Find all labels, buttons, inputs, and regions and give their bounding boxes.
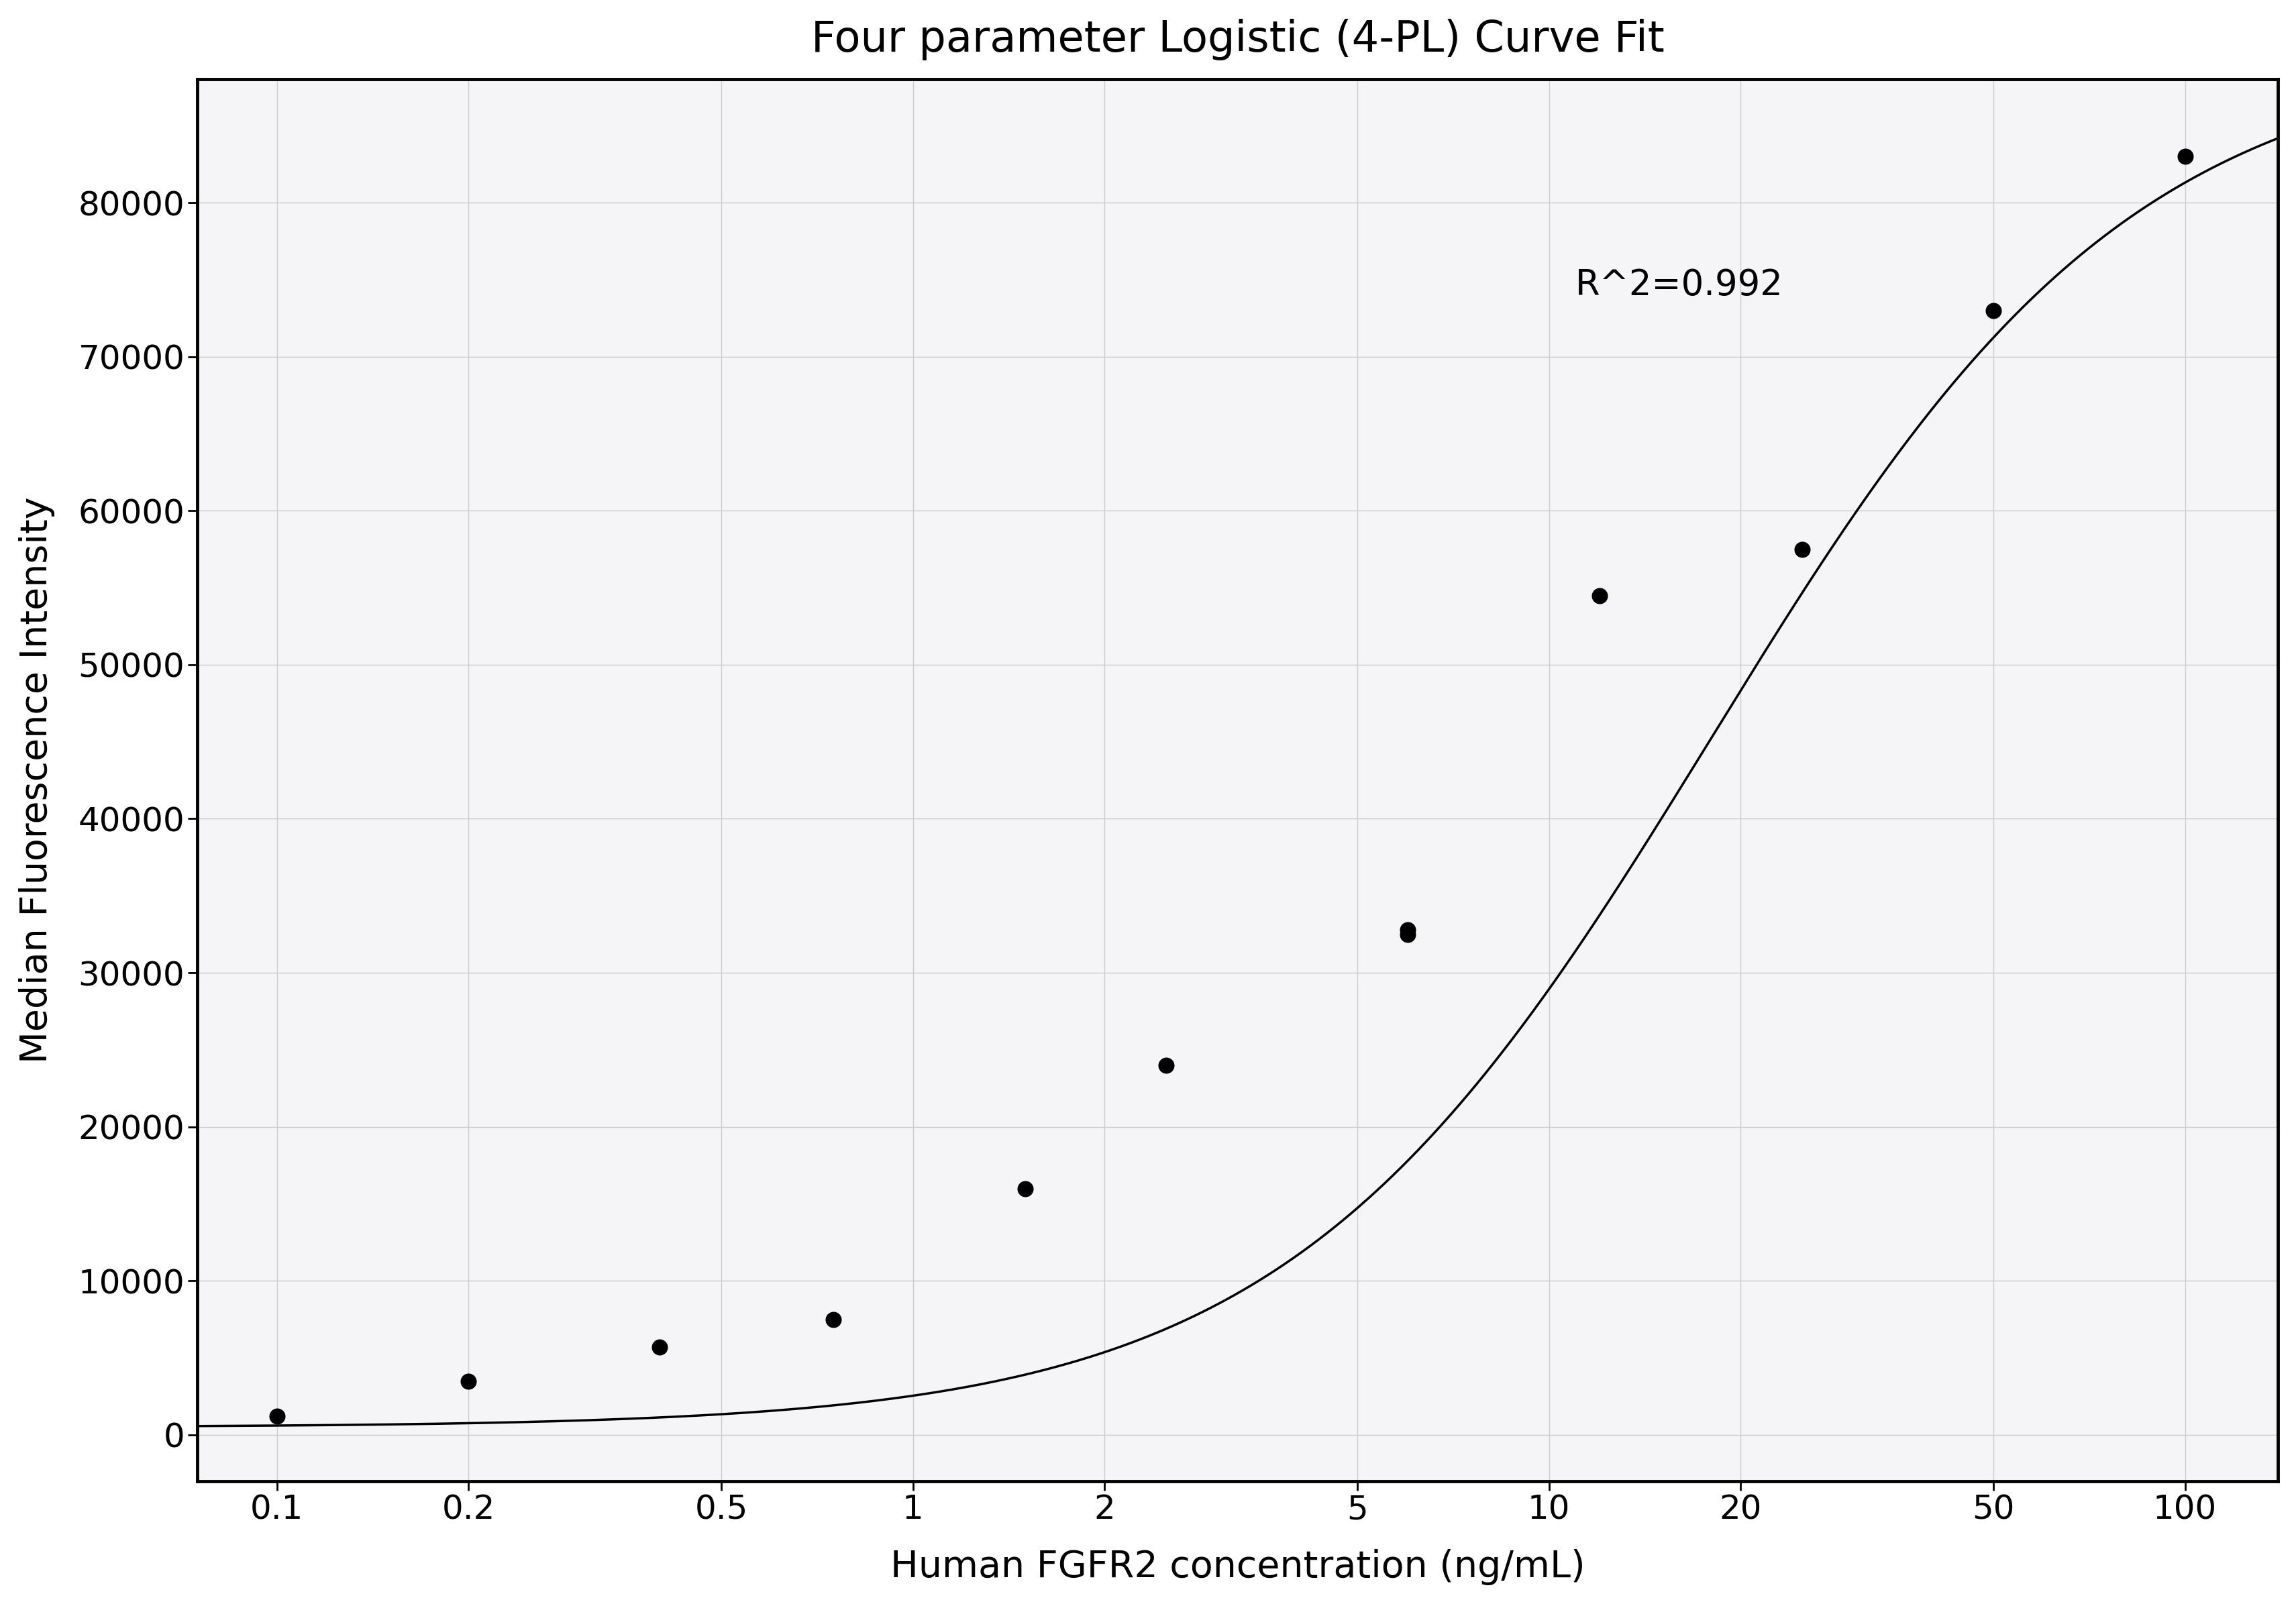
Point <box>259 1404 296 1429</box>
Point <box>1975 298 2011 324</box>
Point <box>815 1307 852 1333</box>
Point <box>2165 144 2202 170</box>
Point <box>641 1335 677 1360</box>
Point <box>1784 536 1821 561</box>
Y-axis label: Median Fluorescence Intensity: Median Fluorescence Intensity <box>18 497 55 1063</box>
Point <box>1006 1176 1042 1201</box>
Point <box>1389 917 1426 943</box>
Point <box>450 1368 487 1394</box>
Title: Four parameter Logistic (4-PL) Curve Fit: Four parameter Logistic (4-PL) Curve Fit <box>810 19 1665 61</box>
Point <box>1389 921 1426 946</box>
Point <box>1148 1052 1185 1078</box>
Text: R^2=0.992: R^2=0.992 <box>1575 268 1782 303</box>
X-axis label: Human FGFR2 concentration (ng/mL): Human FGFR2 concentration (ng/mL) <box>891 1549 1584 1585</box>
Point <box>1580 582 1616 608</box>
